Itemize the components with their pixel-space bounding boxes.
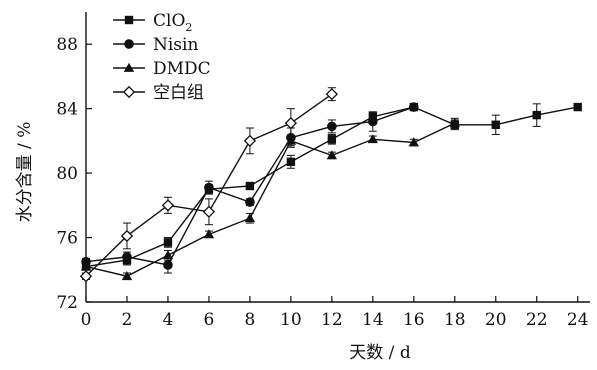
x-tick-label: 12 <box>321 310 343 330</box>
y-tick-label: 76 <box>56 229 78 249</box>
x-tick-label: 6 <box>204 310 215 330</box>
legend-marker <box>123 62 135 72</box>
legend-marker <box>124 15 134 25</box>
data-point-1 <box>122 252 132 262</box>
data-point-0 <box>532 110 541 120</box>
x-tick-label: 14 <box>362 310 384 330</box>
x-tick-label: 18 <box>444 310 466 330</box>
data-point-3 <box>243 134 257 148</box>
x-tick-label: 0 <box>81 310 92 330</box>
x-tick-label: 24 <box>567 310 589 330</box>
data-point-2 <box>203 229 215 239</box>
legend-label: Nisin <box>153 35 198 55</box>
data-point-2 <box>408 137 420 147</box>
y-tick-label: 88 <box>56 35 78 55</box>
data-point-1 <box>409 102 419 112</box>
data-point-2 <box>367 134 379 144</box>
data-point-1 <box>204 182 214 193</box>
data-point-0 <box>573 102 582 112</box>
data-point-3 <box>202 205 216 218</box>
data-point-2 <box>244 213 256 223</box>
data-point-3 <box>120 229 134 243</box>
data-point-3 <box>79 270 93 283</box>
legend-label: DMDC <box>153 59 211 79</box>
legend-marker <box>124 39 134 49</box>
legend-label: 空白组 <box>153 83 204 103</box>
data-point-0 <box>286 157 296 167</box>
y-tick-label: 80 <box>56 164 78 184</box>
data-point-2 <box>285 135 297 145</box>
data-point-0 <box>245 181 255 191</box>
x-tick-label: 2 <box>122 310 133 330</box>
data-point-3 <box>325 88 338 101</box>
series-markers <box>79 88 582 283</box>
data-point-1 <box>163 260 173 270</box>
legend-label: ClO2 <box>153 11 192 34</box>
data-point-1 <box>245 197 255 207</box>
x-tick-label: 8 <box>244 310 255 330</box>
error-bars <box>82 87 541 280</box>
y-tick-label: 84 <box>56 100 78 120</box>
data-point-0 <box>327 135 337 144</box>
series-line-2 <box>85 122 456 277</box>
x-tick-label: 22 <box>526 310 548 330</box>
x-tick-label: 16 <box>403 310 425 330</box>
data-point-3 <box>161 199 175 212</box>
data-point-1 <box>368 116 378 127</box>
y-axis-title: 水分含量 / % <box>15 122 35 223</box>
data-point-2 <box>80 261 92 271</box>
data-point-0 <box>491 120 500 129</box>
data-point-2 <box>121 271 133 281</box>
data-point-2 <box>162 250 174 260</box>
x-tick-label: 20 <box>485 310 507 330</box>
data-point-1 <box>327 121 337 132</box>
x-tick-label: 4 <box>163 310 174 330</box>
y-tick-label: 72 <box>56 293 78 313</box>
data-point-0 <box>163 238 173 247</box>
data-point-0 <box>368 112 378 121</box>
x-tick-label: 10 <box>280 310 302 330</box>
data-point-2 <box>326 150 338 160</box>
data-point-2 <box>449 117 460 128</box>
data-point-3 <box>284 117 297 130</box>
legend-marker <box>122 85 136 99</box>
x-axis-title: 天数 / d <box>349 343 411 363</box>
